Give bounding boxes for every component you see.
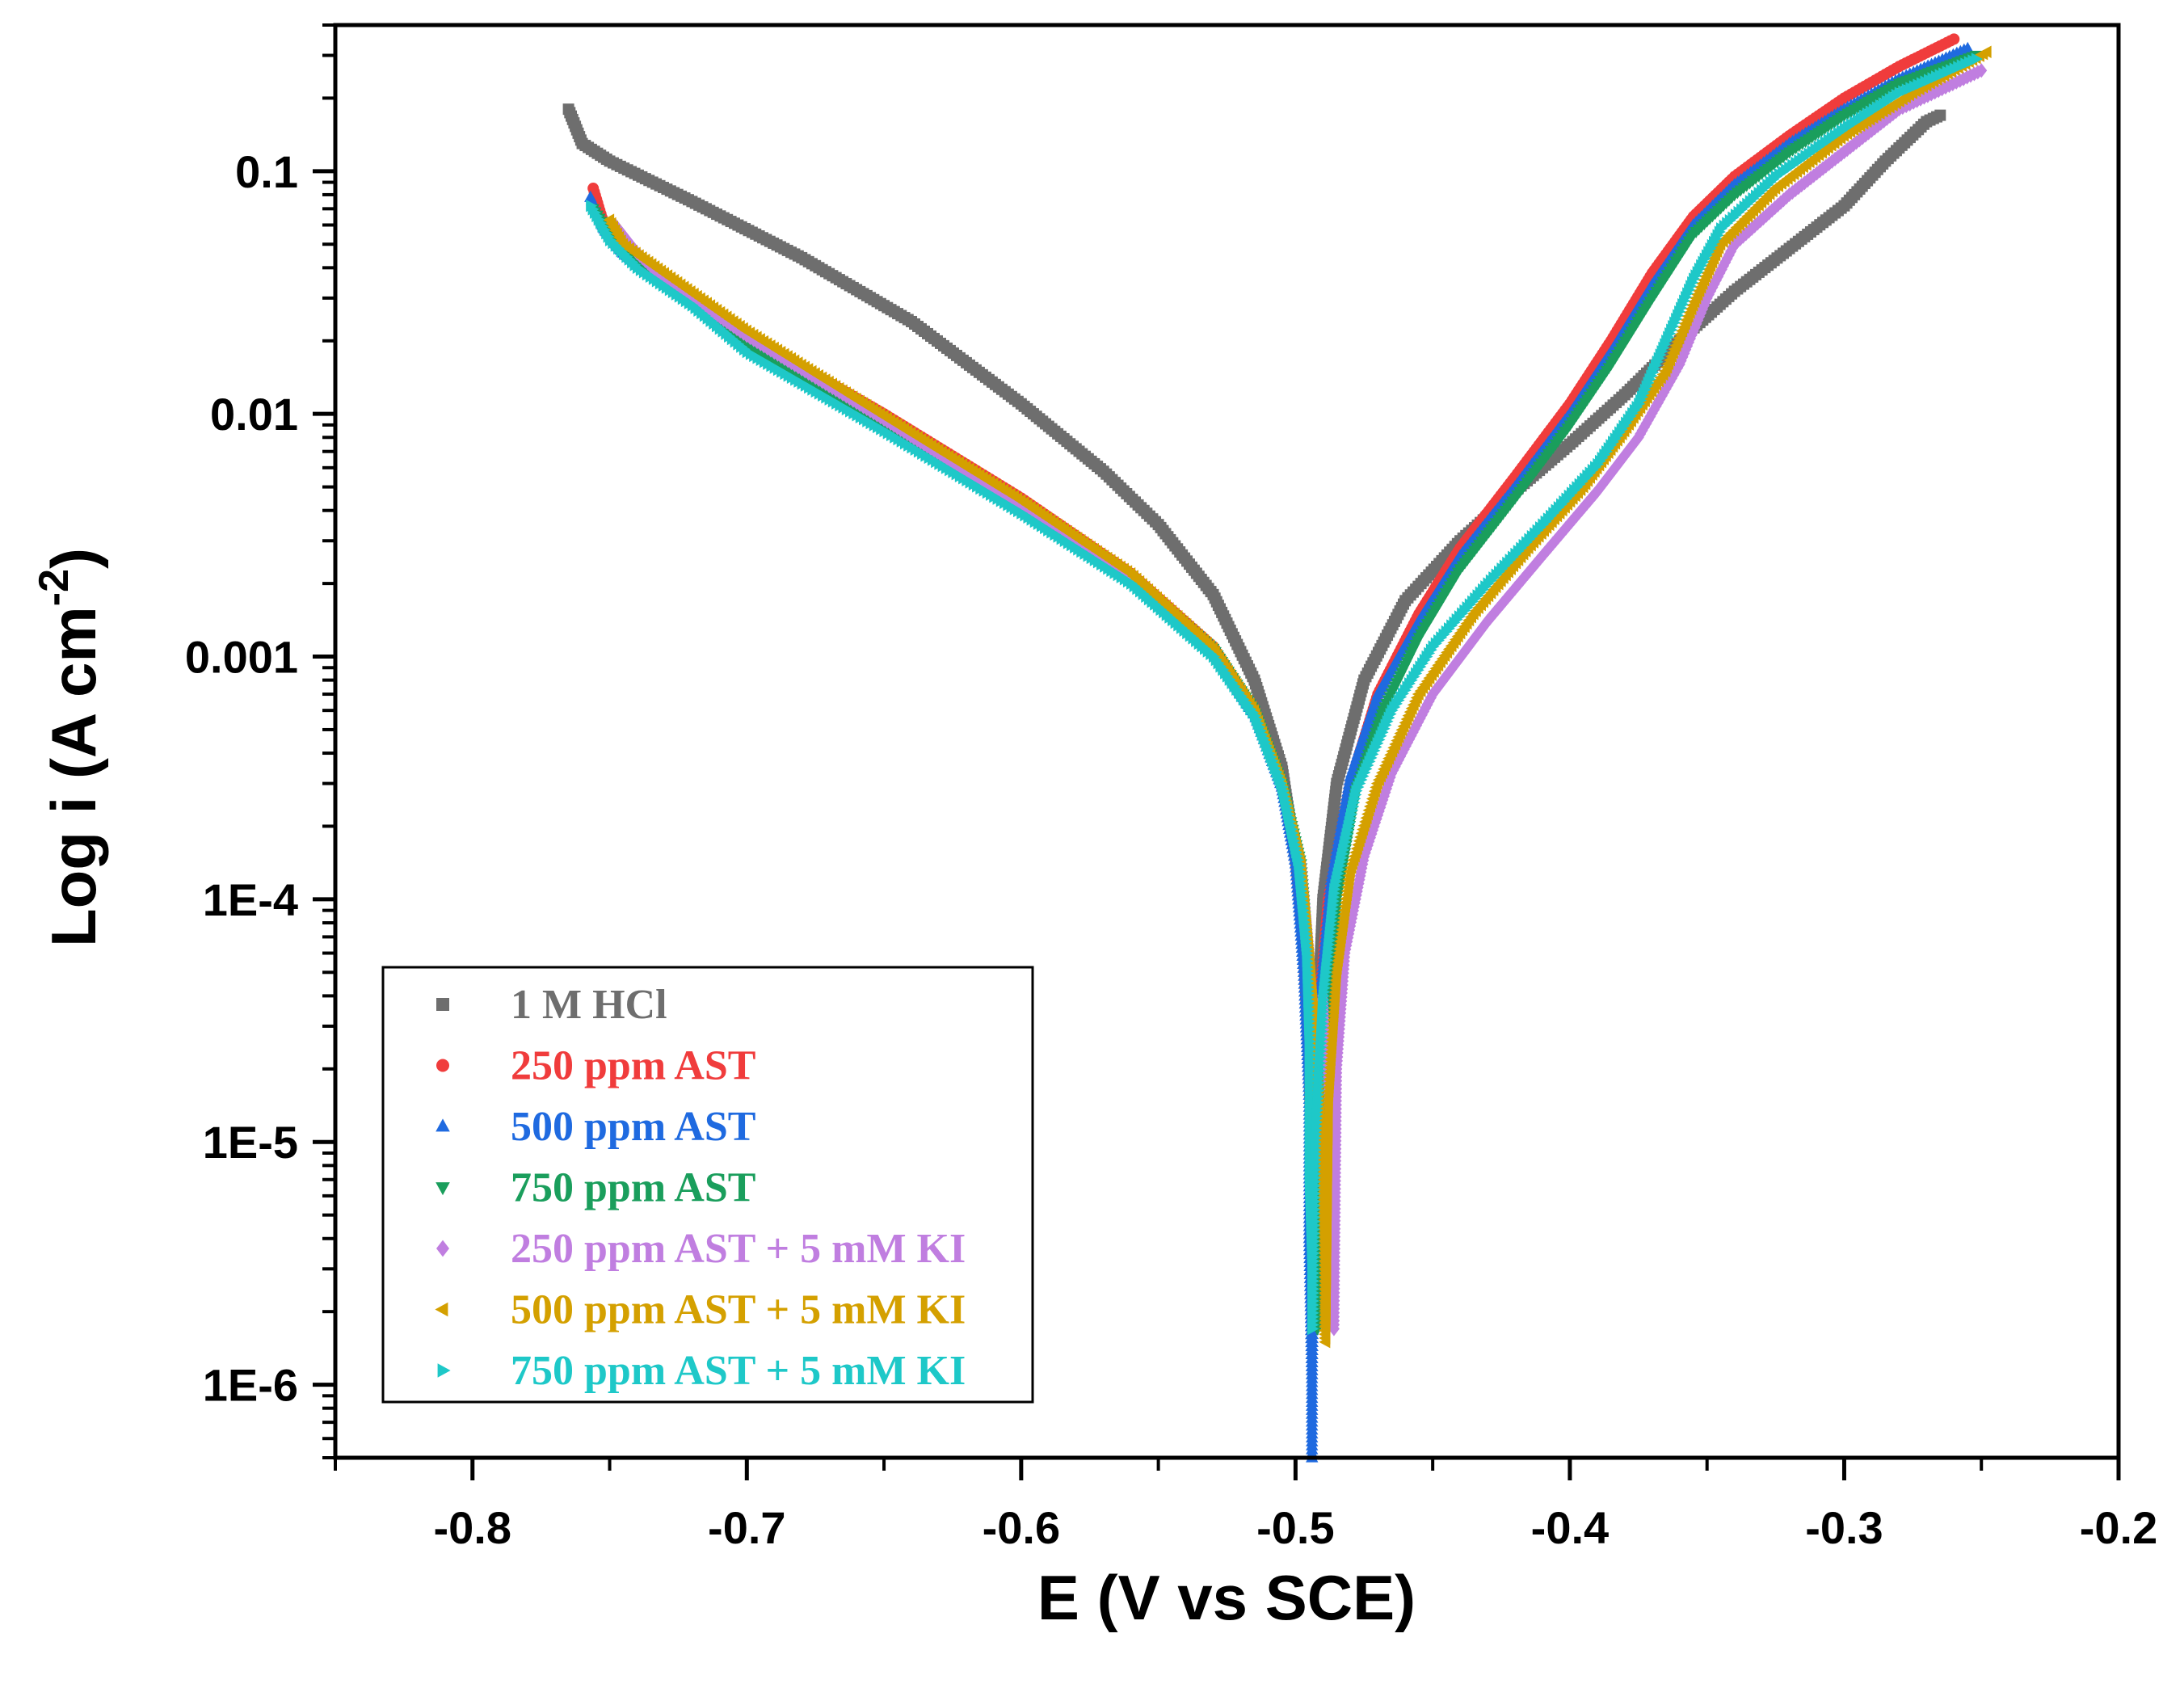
data-point	[1961, 41, 1974, 53]
data-point	[1948, 33, 1960, 45]
data-point	[1976, 63, 1988, 78]
data-point	[1934, 109, 1946, 121]
series-7	[586, 53, 1983, 1336]
data-point	[1980, 45, 1992, 58]
series-layer	[562, 33, 1992, 1463]
